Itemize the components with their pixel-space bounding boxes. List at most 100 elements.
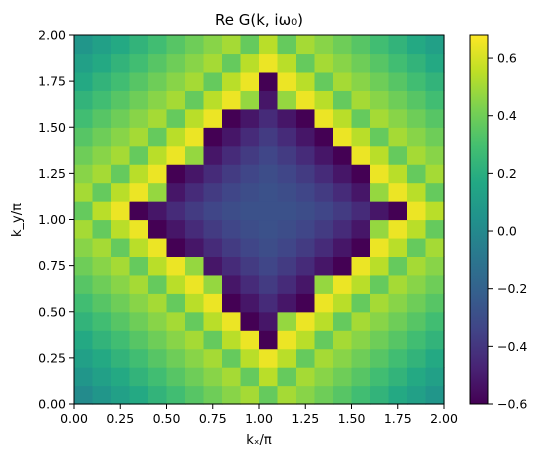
heatmap-cell (222, 127, 242, 147)
heatmap-cell (203, 293, 223, 313)
heatmap-cell (388, 348, 408, 368)
heatmap-cell (148, 108, 168, 128)
heatmap-cell (296, 53, 316, 73)
heatmap-cell (351, 237, 371, 257)
heatmap-cell (129, 256, 149, 276)
heatmap-cell (425, 201, 445, 221)
heatmap-cell (296, 256, 316, 276)
heatmap-cell (259, 219, 279, 239)
heatmap-cell (425, 90, 445, 110)
heatmap-cell (425, 145, 445, 165)
heatmap-cell (314, 90, 334, 110)
heatmap-cell (370, 256, 390, 276)
heatmap-cells (74, 35, 445, 405)
heatmap-cell (259, 164, 279, 184)
heatmap-cell (111, 348, 131, 368)
heatmap-cell (74, 127, 94, 147)
heatmap-cell (148, 311, 168, 331)
heatmap-cell (166, 201, 186, 221)
heatmap-cell (129, 293, 149, 313)
heatmap-cell (92, 219, 112, 239)
heatmap-cell (425, 71, 445, 91)
heatmap-cell (92, 164, 112, 184)
heatmap-cell (92, 90, 112, 110)
heatmap-cell (277, 274, 297, 294)
heatmap-cell (166, 330, 186, 350)
heatmap-cell (148, 35, 168, 55)
heatmap-cell (129, 274, 149, 294)
heatmap-cell (425, 53, 445, 73)
heatmap-cell (351, 330, 371, 350)
heatmap-cell (388, 311, 408, 331)
heatmap-cell (370, 219, 390, 239)
heatmap-cell (370, 385, 390, 405)
heatmap-cell (333, 274, 353, 294)
heatmap-cell (333, 293, 353, 313)
heatmap-cell (92, 108, 112, 128)
heatmap-cell (296, 127, 316, 147)
heatmap-cell (148, 53, 168, 73)
heatmap-cell (388, 164, 408, 184)
heatmap-cell (203, 348, 223, 368)
heatmap-cell (425, 127, 445, 147)
heatmap-cell (111, 127, 131, 147)
heatmap-cell (351, 367, 371, 387)
heatmap-cell (166, 237, 186, 257)
heatmap-cell (351, 201, 371, 221)
heatmap-cell (203, 127, 223, 147)
heatmap-cell (351, 182, 371, 202)
y-tick-label: 2.00 (38, 28, 66, 43)
heatmap-cell (222, 182, 242, 202)
heatmap-cell (259, 145, 279, 165)
heatmap-cell (148, 237, 168, 257)
x-tick-label: 0.75 (199, 411, 227, 426)
heatmap-cell (296, 182, 316, 202)
heatmap-cell (129, 219, 149, 239)
heatmap-cell (370, 35, 390, 55)
heatmap-cell (92, 201, 112, 221)
heatmap-cell (277, 330, 297, 350)
heatmap-cell (388, 108, 408, 128)
heatmap-cell (185, 90, 205, 110)
heatmap-cell (333, 348, 353, 368)
heatmap-cell (111, 53, 131, 73)
heatmap-cell (388, 293, 408, 313)
heatmap-cell (203, 145, 223, 165)
heatmap-cell (203, 367, 223, 387)
heatmap-cell (148, 330, 168, 350)
heatmap-cell (203, 35, 223, 55)
heatmap-cell (388, 53, 408, 73)
heatmap-cell (148, 71, 168, 91)
heatmap-cell (129, 311, 149, 331)
heatmap-cell (259, 71, 279, 91)
heatmap-cell (74, 256, 94, 276)
heatmap-cell (407, 164, 427, 184)
heatmap-cell (314, 127, 334, 147)
heatmap-cell (222, 311, 242, 331)
heatmap-cell (259, 108, 279, 128)
colorbar (469, 34, 489, 405)
heatmap-cell (92, 385, 112, 405)
heatmap-cell (425, 256, 445, 276)
heatmap-cell (407, 385, 427, 405)
heatmap-cell (129, 348, 149, 368)
heatmap-cell (296, 367, 316, 387)
heatmap-cell (277, 145, 297, 165)
heatmap-cell (351, 164, 371, 184)
heatmap-cell (259, 385, 279, 405)
heatmap-cell (129, 35, 149, 55)
heatmap-cell (314, 53, 334, 73)
heatmap-cell (185, 348, 205, 368)
heatmap-cell (370, 311, 390, 331)
heatmap-cell (314, 311, 334, 331)
heatmap-cell (92, 237, 112, 257)
heatmap-cell (370, 201, 390, 221)
heatmap-cell (129, 71, 149, 91)
heatmap-cell (166, 108, 186, 128)
heatmap-cell (111, 35, 131, 55)
heatmap-cell (92, 71, 112, 91)
heatmap-cell (296, 330, 316, 350)
heatmap-cell (222, 367, 242, 387)
heatmap-cell (148, 348, 168, 368)
heatmap-cell (240, 35, 260, 55)
